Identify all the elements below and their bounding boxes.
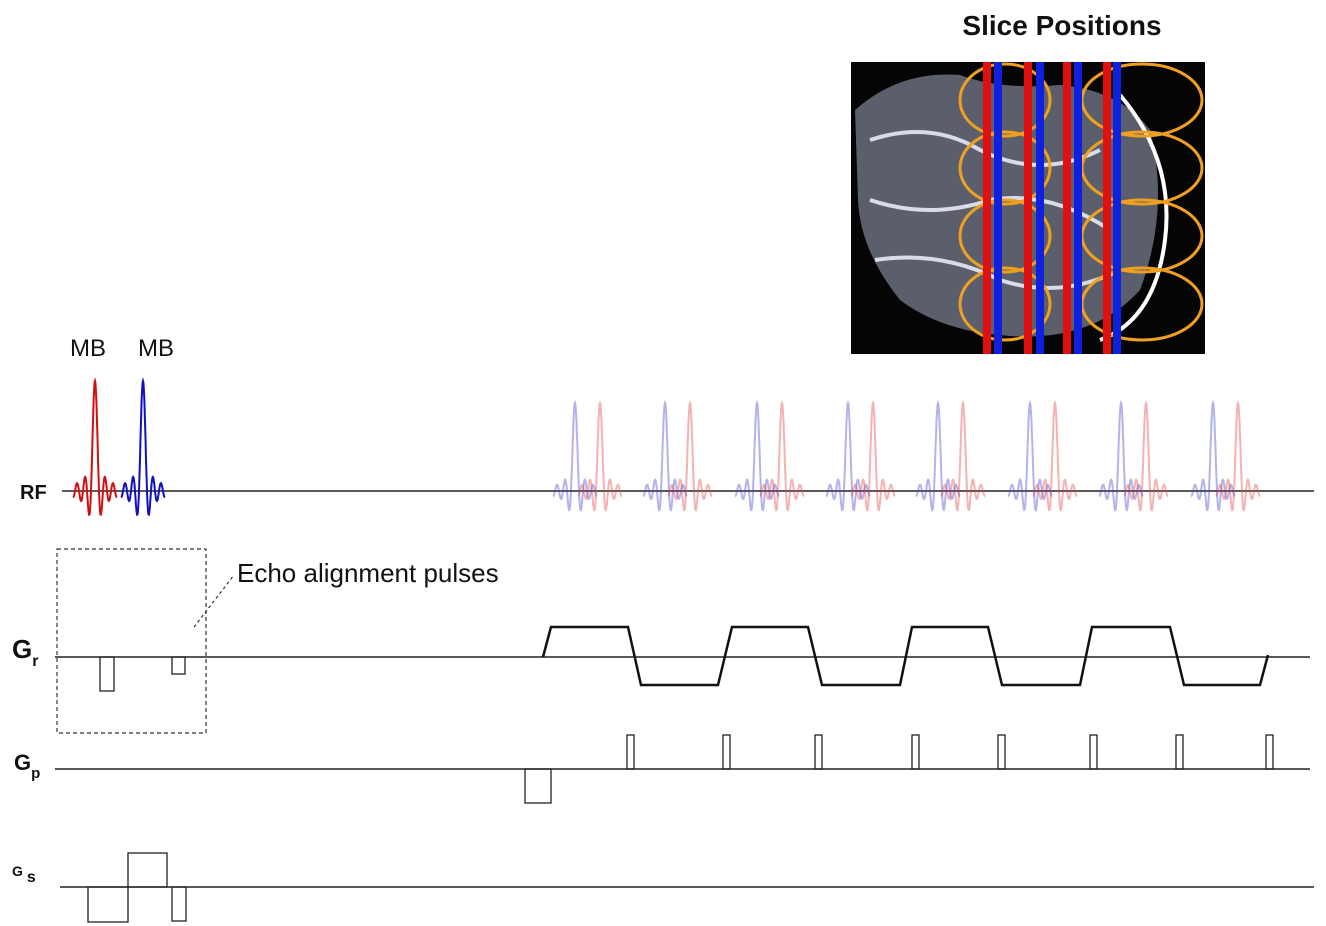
rf-pulse bbox=[553, 403, 597, 510]
annotation: Echo alignment pulses bbox=[237, 558, 499, 588]
row-label-sub: p bbox=[31, 765, 40, 782]
gradient-lobe bbox=[128, 853, 167, 887]
rf-pulse bbox=[668, 403, 712, 510]
rf-pulse bbox=[1191, 403, 1235, 510]
gradient-lobe bbox=[525, 769, 551, 803]
rf-pulses bbox=[73, 381, 1260, 515]
row-label-main: G bbox=[14, 750, 31, 775]
rf-pulse bbox=[760, 403, 804, 510]
rf-pulse bbox=[1099, 403, 1143, 510]
rf-pulse bbox=[916, 403, 960, 510]
gradient-lobe bbox=[100, 657, 114, 691]
phase-blip bbox=[1176, 735, 1183, 769]
leader-line bbox=[194, 575, 234, 627]
rf-pulse bbox=[643, 403, 687, 510]
phase-blip bbox=[1266, 735, 1273, 769]
row-label-main: G bbox=[12, 863, 23, 879]
row-label-main: G bbox=[12, 634, 32, 664]
rf-pulse bbox=[1008, 403, 1052, 510]
phase-blip bbox=[1090, 735, 1097, 769]
row-label-sub: r bbox=[32, 653, 38, 670]
row-label: Gr bbox=[12, 634, 38, 670]
rf-pulse bbox=[735, 403, 779, 510]
rf-pulse bbox=[578, 403, 622, 510]
phase-blip bbox=[912, 735, 919, 769]
gradient-lobe bbox=[172, 657, 185, 674]
rf-pulse bbox=[1124, 403, 1168, 510]
gradient-lobe bbox=[172, 887, 186, 921]
dashed-box bbox=[57, 549, 206, 733]
slice-image bbox=[851, 62, 1205, 354]
pulse-sequence-diagram: Slice Positions MB MB RF Gr Echo alignme… bbox=[0, 0, 1326, 926]
row-label-sub: s bbox=[27, 869, 36, 886]
rf-pulse bbox=[851, 403, 895, 510]
gradient-lobe bbox=[88, 887, 128, 922]
rf-pulse bbox=[941, 403, 985, 510]
row-label: RF bbox=[20, 482, 47, 504]
title: Slice Positions bbox=[962, 10, 1161, 41]
phase-blip bbox=[815, 735, 822, 769]
rf-pulse bbox=[121, 381, 165, 515]
rf-pulse bbox=[1033, 403, 1077, 510]
pulse-label: MB bbox=[70, 335, 106, 362]
phase-blip bbox=[723, 735, 730, 769]
rf-pulse bbox=[826, 403, 870, 510]
rf-pulse bbox=[73, 381, 117, 515]
rf-pulse bbox=[1216, 403, 1260, 510]
phase-blip bbox=[627, 735, 634, 769]
row-label: Gp bbox=[14, 750, 40, 782]
phase-blip bbox=[998, 735, 1005, 769]
phase-blips bbox=[627, 735, 1273, 769]
readout-gradient bbox=[543, 627, 1268, 685]
pulse-label: MB bbox=[138, 335, 174, 362]
